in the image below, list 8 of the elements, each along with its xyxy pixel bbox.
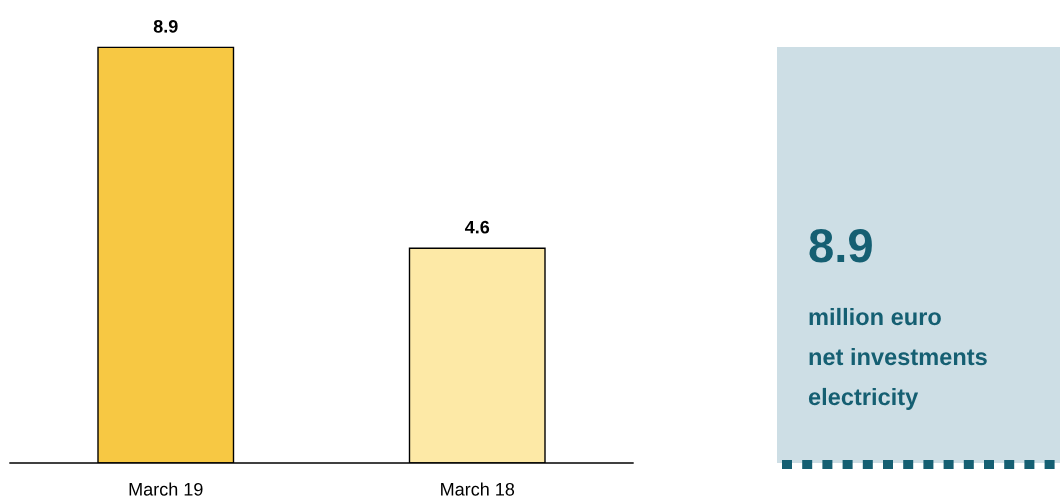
- x-tick-label: March 18: [441, 482, 515, 496]
- text: net investments: [809, 347, 987, 366]
- data-label: 8.9: [153, 19, 178, 33]
- data-label: 4.6: [464, 220, 490, 234]
- text: million euro: [809, 307, 941, 326]
- text: 8.9: [809, 229, 872, 263]
- x-tick-label: March 19: [129, 482, 203, 496]
- text: electricity: [808, 387, 919, 410]
